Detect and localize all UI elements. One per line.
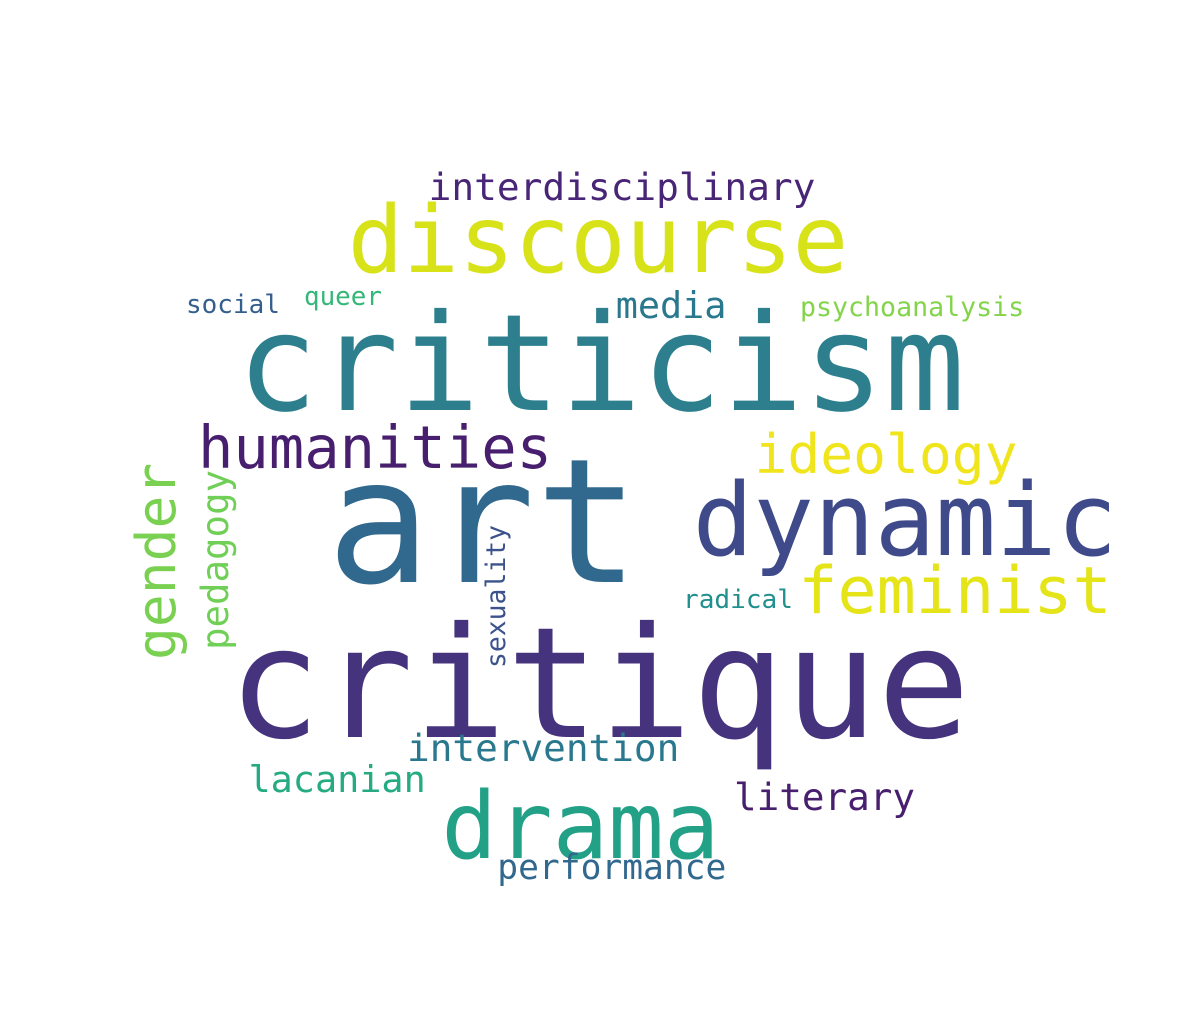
word-pedagogy: pedagogy <box>193 469 238 650</box>
word-ideology: ideology <box>754 421 1018 486</box>
word-social: social <box>186 289 280 320</box>
word-media: media <box>615 284 727 328</box>
word-literary: literary <box>734 775 915 820</box>
word-sexuality: sexuality <box>480 525 512 668</box>
word-interdisciplinary: interdisciplinary <box>428 165 816 210</box>
word-gender: gender <box>123 462 188 660</box>
word-humanities: humanities <box>198 412 552 482</box>
word-lacanian: lacanian <box>248 758 426 802</box>
word-dynamic: dynamic <box>692 460 1118 579</box>
word-discourse: discourse <box>347 185 849 294</box>
word-criticism: criticism <box>236 284 965 442</box>
word-intervention: intervention <box>407 725 680 770</box>
word-radical: radical <box>683 584 793 615</box>
word-performance: performance <box>497 848 727 889</box>
word-critique: critique <box>228 595 971 774</box>
word-drama: drama <box>441 771 720 880</box>
word-psychoanalysis: psychoanalysis <box>800 292 1025 324</box>
word-art: art <box>326 420 640 623</box>
word-queer: queer <box>304 281 382 312</box>
word-feminist: feminist <box>798 553 1112 629</box>
